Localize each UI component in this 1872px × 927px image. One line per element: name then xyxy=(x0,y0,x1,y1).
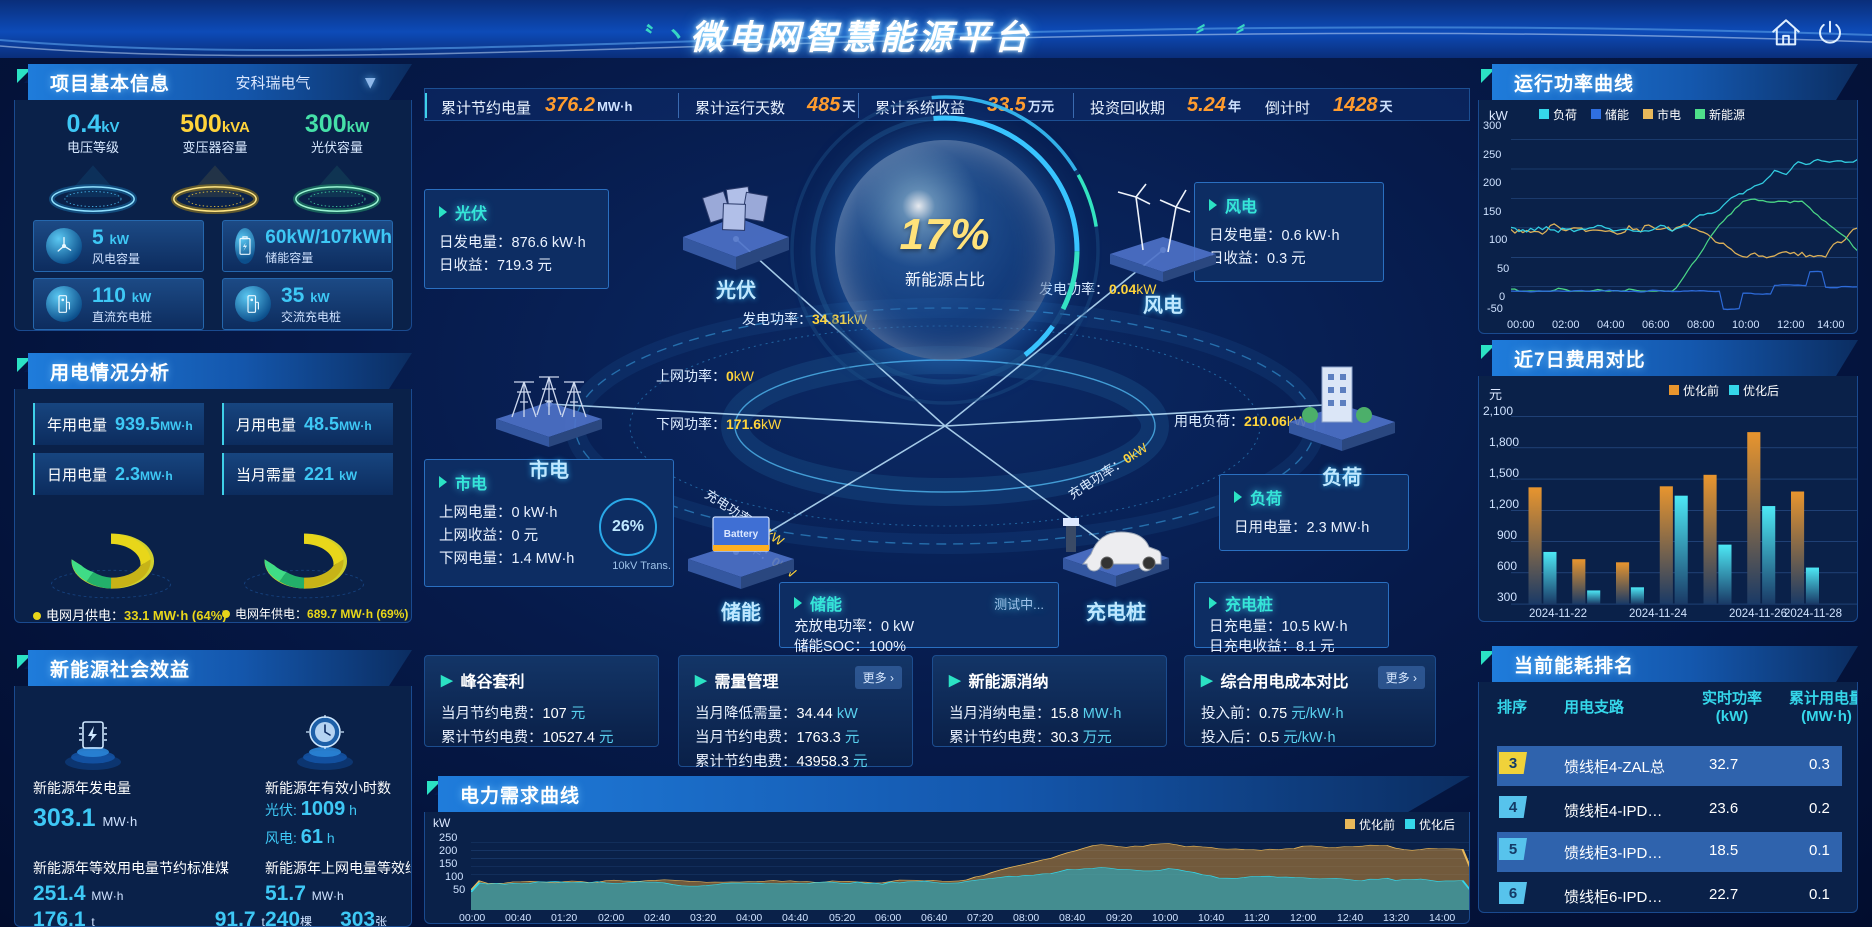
svg-text:Battery: Battery xyxy=(724,529,759,540)
